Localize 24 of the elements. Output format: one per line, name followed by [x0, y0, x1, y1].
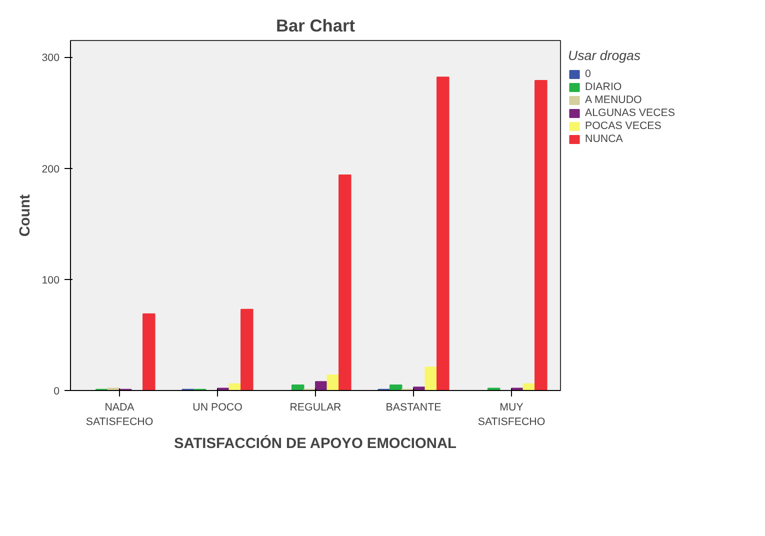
legend-title: Usar drogas [568, 48, 642, 63]
y-tick-label: 100 [42, 274, 60, 286]
legend-label: ALGUNAS VECES [585, 107, 676, 119]
x-tick-label: UN POCO [192, 402, 242, 414]
legend-label: A MENUDO [585, 94, 642, 106]
x-tick-label: BASTANTE [386, 402, 442, 414]
y-tick-label: 200 [42, 163, 60, 176]
bar [142, 313, 156, 390]
bar [436, 76, 450, 390]
legend-label: 0 [585, 68, 592, 80]
x-tick-label: MUY SATISFECHO [478, 402, 546, 428]
x-tick-label: REGULAR [290, 402, 342, 414]
x-axis-title: SATISFACCIÓN DE APOYO EMOCIONAL [174, 434, 457, 452]
legend-label: POCAS VECES [585, 120, 662, 132]
bar [338, 174, 352, 390]
bar [534, 80, 548, 390]
legend-label: NUNCA [585, 133, 623, 145]
y-axis-title: Count [18, 194, 34, 237]
legend-label: DIARIO [585, 81, 622, 93]
chart-title: Bar Chart [276, 16, 356, 36]
x-tick-label: NADA SATISFECHO [86, 402, 154, 428]
y-tick-label: 0 [54, 386, 60, 398]
y-tick-label: 300 [42, 52, 60, 64]
bar [240, 308, 254, 390]
